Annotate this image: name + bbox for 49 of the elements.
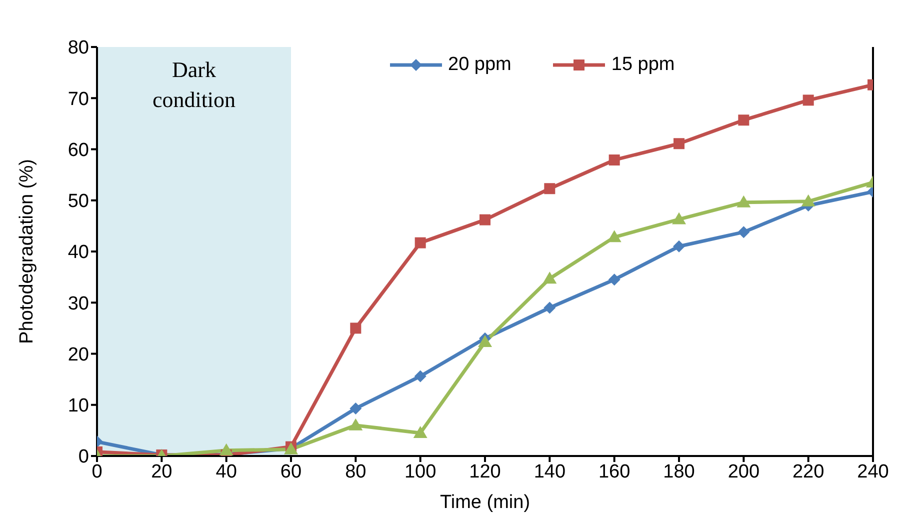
point (738, 114, 750, 126)
y-tick-label: 60 (68, 140, 89, 161)
point (673, 240, 685, 252)
x-tick-label: 60 (280, 461, 302, 482)
y-tick-label: 20 (68, 344, 89, 366)
x-tick-label: 0 (92, 461, 102, 482)
point (350, 402, 362, 414)
point (736, 195, 751, 208)
y-tick-label: 10 (68, 396, 89, 417)
point (608, 154, 620, 166)
x-tick-label: 100 (404, 461, 436, 482)
y-tick-label: 80 (68, 38, 89, 59)
y-tick-label: 0 (78, 446, 89, 468)
point (738, 226, 750, 238)
point (544, 183, 556, 194)
point (480, 214, 490, 226)
band-label: Dark condition (152, 57, 236, 112)
x-tick-label: 200 (728, 461, 760, 482)
x-tick-label: 180 (663, 461, 695, 482)
point (674, 138, 684, 150)
x-tick-label: 160 (598, 461, 630, 482)
point (350, 322, 362, 334)
point (542, 272, 557, 284)
x-tick-label: 140 (534, 461, 566, 482)
point (414, 237, 426, 248)
point (672, 212, 686, 224)
point (219, 443, 234, 456)
point (608, 274, 620, 286)
x-tick-label: 80 (345, 461, 366, 482)
y-tick-label: 50 (68, 191, 89, 212)
x-tick-label: 220 (792, 461, 824, 482)
point (413, 426, 428, 438)
x-tick-label: 120 (469, 461, 501, 482)
y-axis-title: Photodegradation (%) (16, 159, 38, 344)
point (478, 334, 492, 347)
point (544, 302, 556, 314)
legend-label: 15 ppm (611, 54, 675, 76)
x-tick-label: 40 (216, 461, 237, 482)
legend-label: 20 ppm (448, 54, 512, 76)
x-tick-label: 240 (857, 461, 889, 482)
point (802, 94, 814, 106)
x-axis-title: Time (min) (440, 492, 530, 513)
y-tick-label: 30 (68, 293, 89, 314)
point (414, 370, 426, 382)
y-tick-label: 70 (68, 88, 89, 110)
point (801, 194, 816, 206)
point (348, 418, 363, 430)
x-tick-label: 20 (151, 461, 172, 482)
y-tick-label: 40 (68, 242, 89, 264)
